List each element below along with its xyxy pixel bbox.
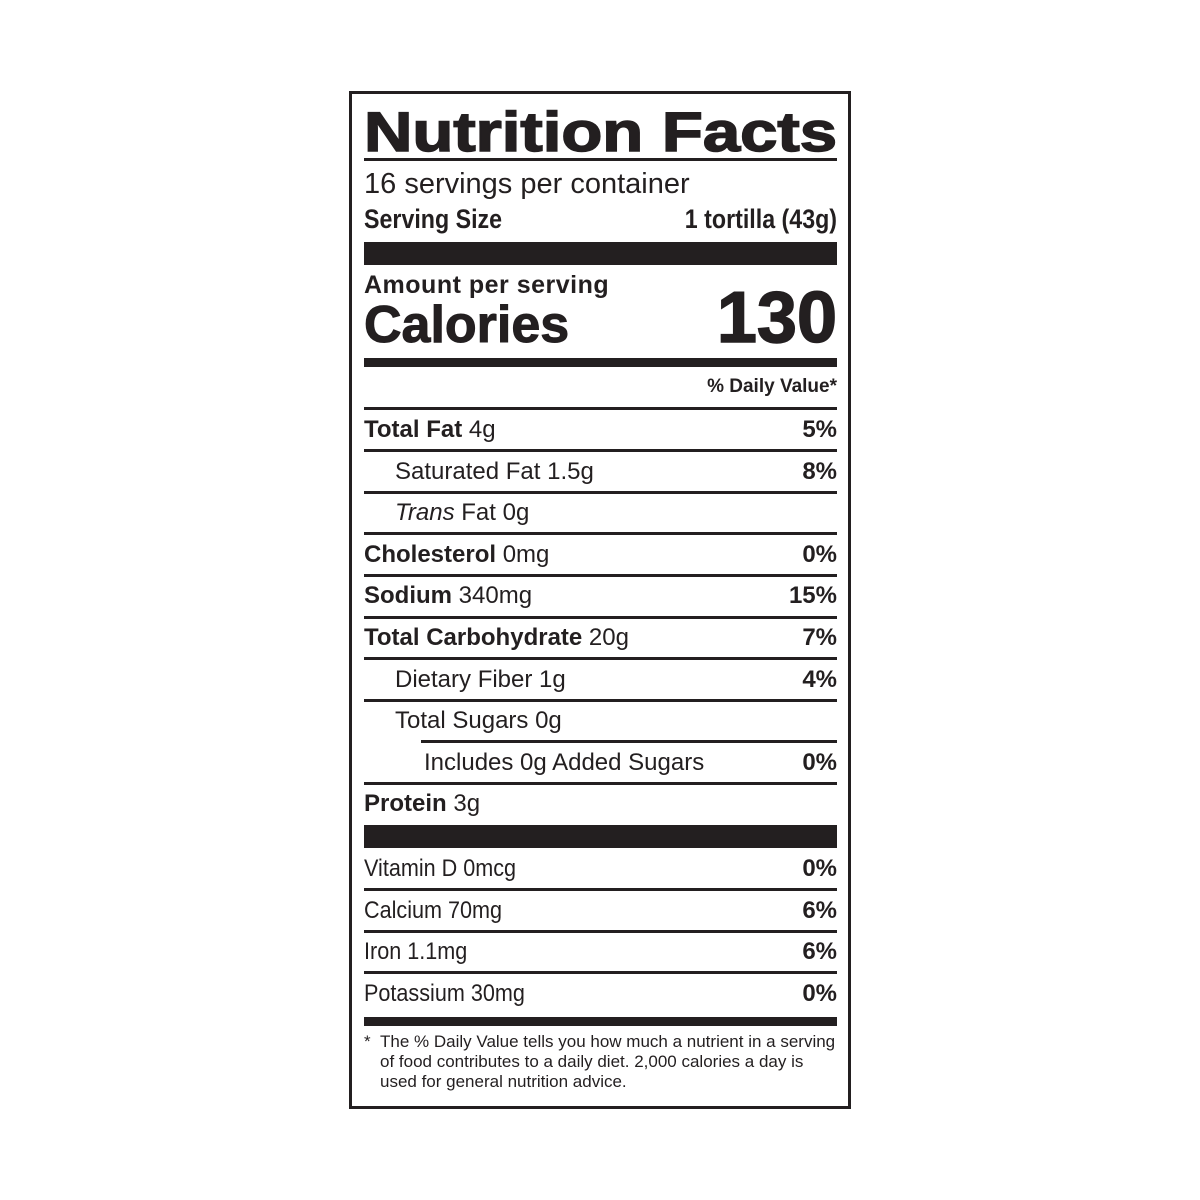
nutrient-amount: 1.5g — [547, 458, 594, 485]
nutrient-row-dietary-fiber: Dietary Fiber 1g 4% — [364, 659, 837, 700]
calories-value: 130 — [716, 278, 838, 358]
vitamin-label: Calcium 70mg — [364, 897, 503, 924]
nutrient-name: Includes 0g Added Sugars — [424, 749, 705, 776]
daily-value-header: % Daily Value* — [707, 376, 837, 397]
divider — [364, 782, 837, 785]
vitamin-label: Iron 1.1mg — [364, 938, 468, 965]
vitamin-row-vitamin-d: Vitamin D 0mcg 0% — [364, 848, 837, 889]
footnote-marker: * — [364, 1032, 371, 1051]
nutrient-row-total-fat: Total Fat 4g 5% — [364, 409, 837, 450]
medium-divider — [364, 1017, 837, 1026]
nutrient-dv: 7% — [802, 624, 837, 651]
nutrition-facts-label: Nutrition Facts 16 servings per containe… — [349, 91, 851, 1109]
medium-divider — [364, 358, 837, 367]
vitamin-dv: 0% — [802, 855, 837, 882]
nutrient-name-rest: Fat — [461, 499, 496, 526]
nutrient-row-saturated-fat: Saturated Fat 1.5g 8% — [364, 451, 837, 492]
serving-size-value: 1 tortilla (43g) — [684, 204, 837, 234]
nutrient-row-cholesterol: Cholesterol 0mg 0% — [364, 534, 837, 575]
vitamin-row-iron: Iron 1.1mg 6% — [364, 931, 837, 972]
nutrient-dv: 0% — [802, 541, 837, 568]
thick-divider — [364, 242, 837, 265]
serving-size-label: Serving Size — [364, 204, 503, 234]
nutrient-amount: 3g — [453, 790, 481, 817]
vitamin-dv: 6% — [802, 897, 837, 924]
nutrient-row-total-sugars: Total Sugars 0g — [364, 700, 837, 741]
vitamin-dv: 0% — [802, 980, 837, 1007]
nutrient-name: Protein — [364, 790, 447, 817]
nutrient-dv: 4% — [802, 666, 837, 693]
nutrient-dv: 8% — [802, 458, 837, 485]
calories-label: Calories — [363, 296, 570, 354]
nutrient-amount: 0mg — [502, 541, 550, 568]
divider — [421, 740, 837, 743]
divider — [364, 574, 837, 577]
amount-per-serving: Amount per serving — [364, 271, 610, 299]
servings-per-container: 16 servings per container — [364, 168, 690, 200]
divider — [364, 657, 837, 660]
nutrient-name: Dietary Fiber — [395, 666, 533, 693]
nutrient-name: Saturated Fat — [395, 458, 541, 485]
divider — [364, 699, 837, 702]
nutrient-name: Total Sugars — [395, 707, 529, 734]
vitamin-dv: 6% — [802, 938, 837, 965]
nutrient-amount: 4g — [468, 416, 496, 443]
nutrient-amount: 340mg — [458, 582, 533, 609]
nutrient-amount: 1g — [539, 666, 566, 693]
vitamin-row-potassium: Potassium 30mg 0% — [364, 973, 837, 1014]
divider — [364, 449, 837, 452]
divider — [364, 971, 837, 974]
nutrient-row-sodium: Sodium 340mg 15% — [364, 575, 837, 616]
nutrient-row-added-sugars: Includes 0g Added Sugars 0% — [364, 742, 837, 783]
nutrient-name: Total Carbohydrate — [364, 624, 583, 651]
thick-divider — [364, 825, 837, 848]
nutrient-row-protein: Protein 3g — [364, 783, 837, 824]
divider — [364, 407, 837, 410]
vitamin-label: Vitamin D 0mcg — [364, 855, 517, 882]
nutrient-dv: 15% — [788, 582, 837, 609]
divider — [364, 888, 837, 891]
nutrient-amount: 0g — [502, 499, 530, 526]
label-title: Nutrition Facts — [363, 100, 838, 163]
nutrient-amount: 0g — [535, 707, 562, 734]
divider — [364, 616, 837, 619]
nutrient-row-trans-fat: Trans Fat 0g — [364, 492, 837, 533]
nutrient-name: Cholesterol — [364, 541, 497, 568]
nutrient-amount: 20g — [588, 624, 629, 651]
nutrient-name: Sodium — [364, 582, 452, 609]
footnote-text: The % Daily Value tells you how much a n… — [380, 1032, 836, 1091]
nutrient-name: Total Fat — [364, 416, 463, 443]
vitamin-row-calcium: Calcium 70mg 6% — [364, 890, 837, 931]
vitamin-label: Potassium 30mg — [364, 980, 525, 1007]
nutrient-name: Trans — [395, 499, 455, 526]
nutrient-row-total-carbohydrate: Total Carbohydrate 20g 7% — [364, 617, 837, 658]
divider — [364, 491, 837, 494]
divider — [364, 158, 837, 161]
divider — [364, 930, 837, 933]
divider — [364, 532, 837, 535]
nutrient-dv: 0% — [802, 749, 837, 776]
nutrient-dv: 5% — [802, 416, 837, 443]
